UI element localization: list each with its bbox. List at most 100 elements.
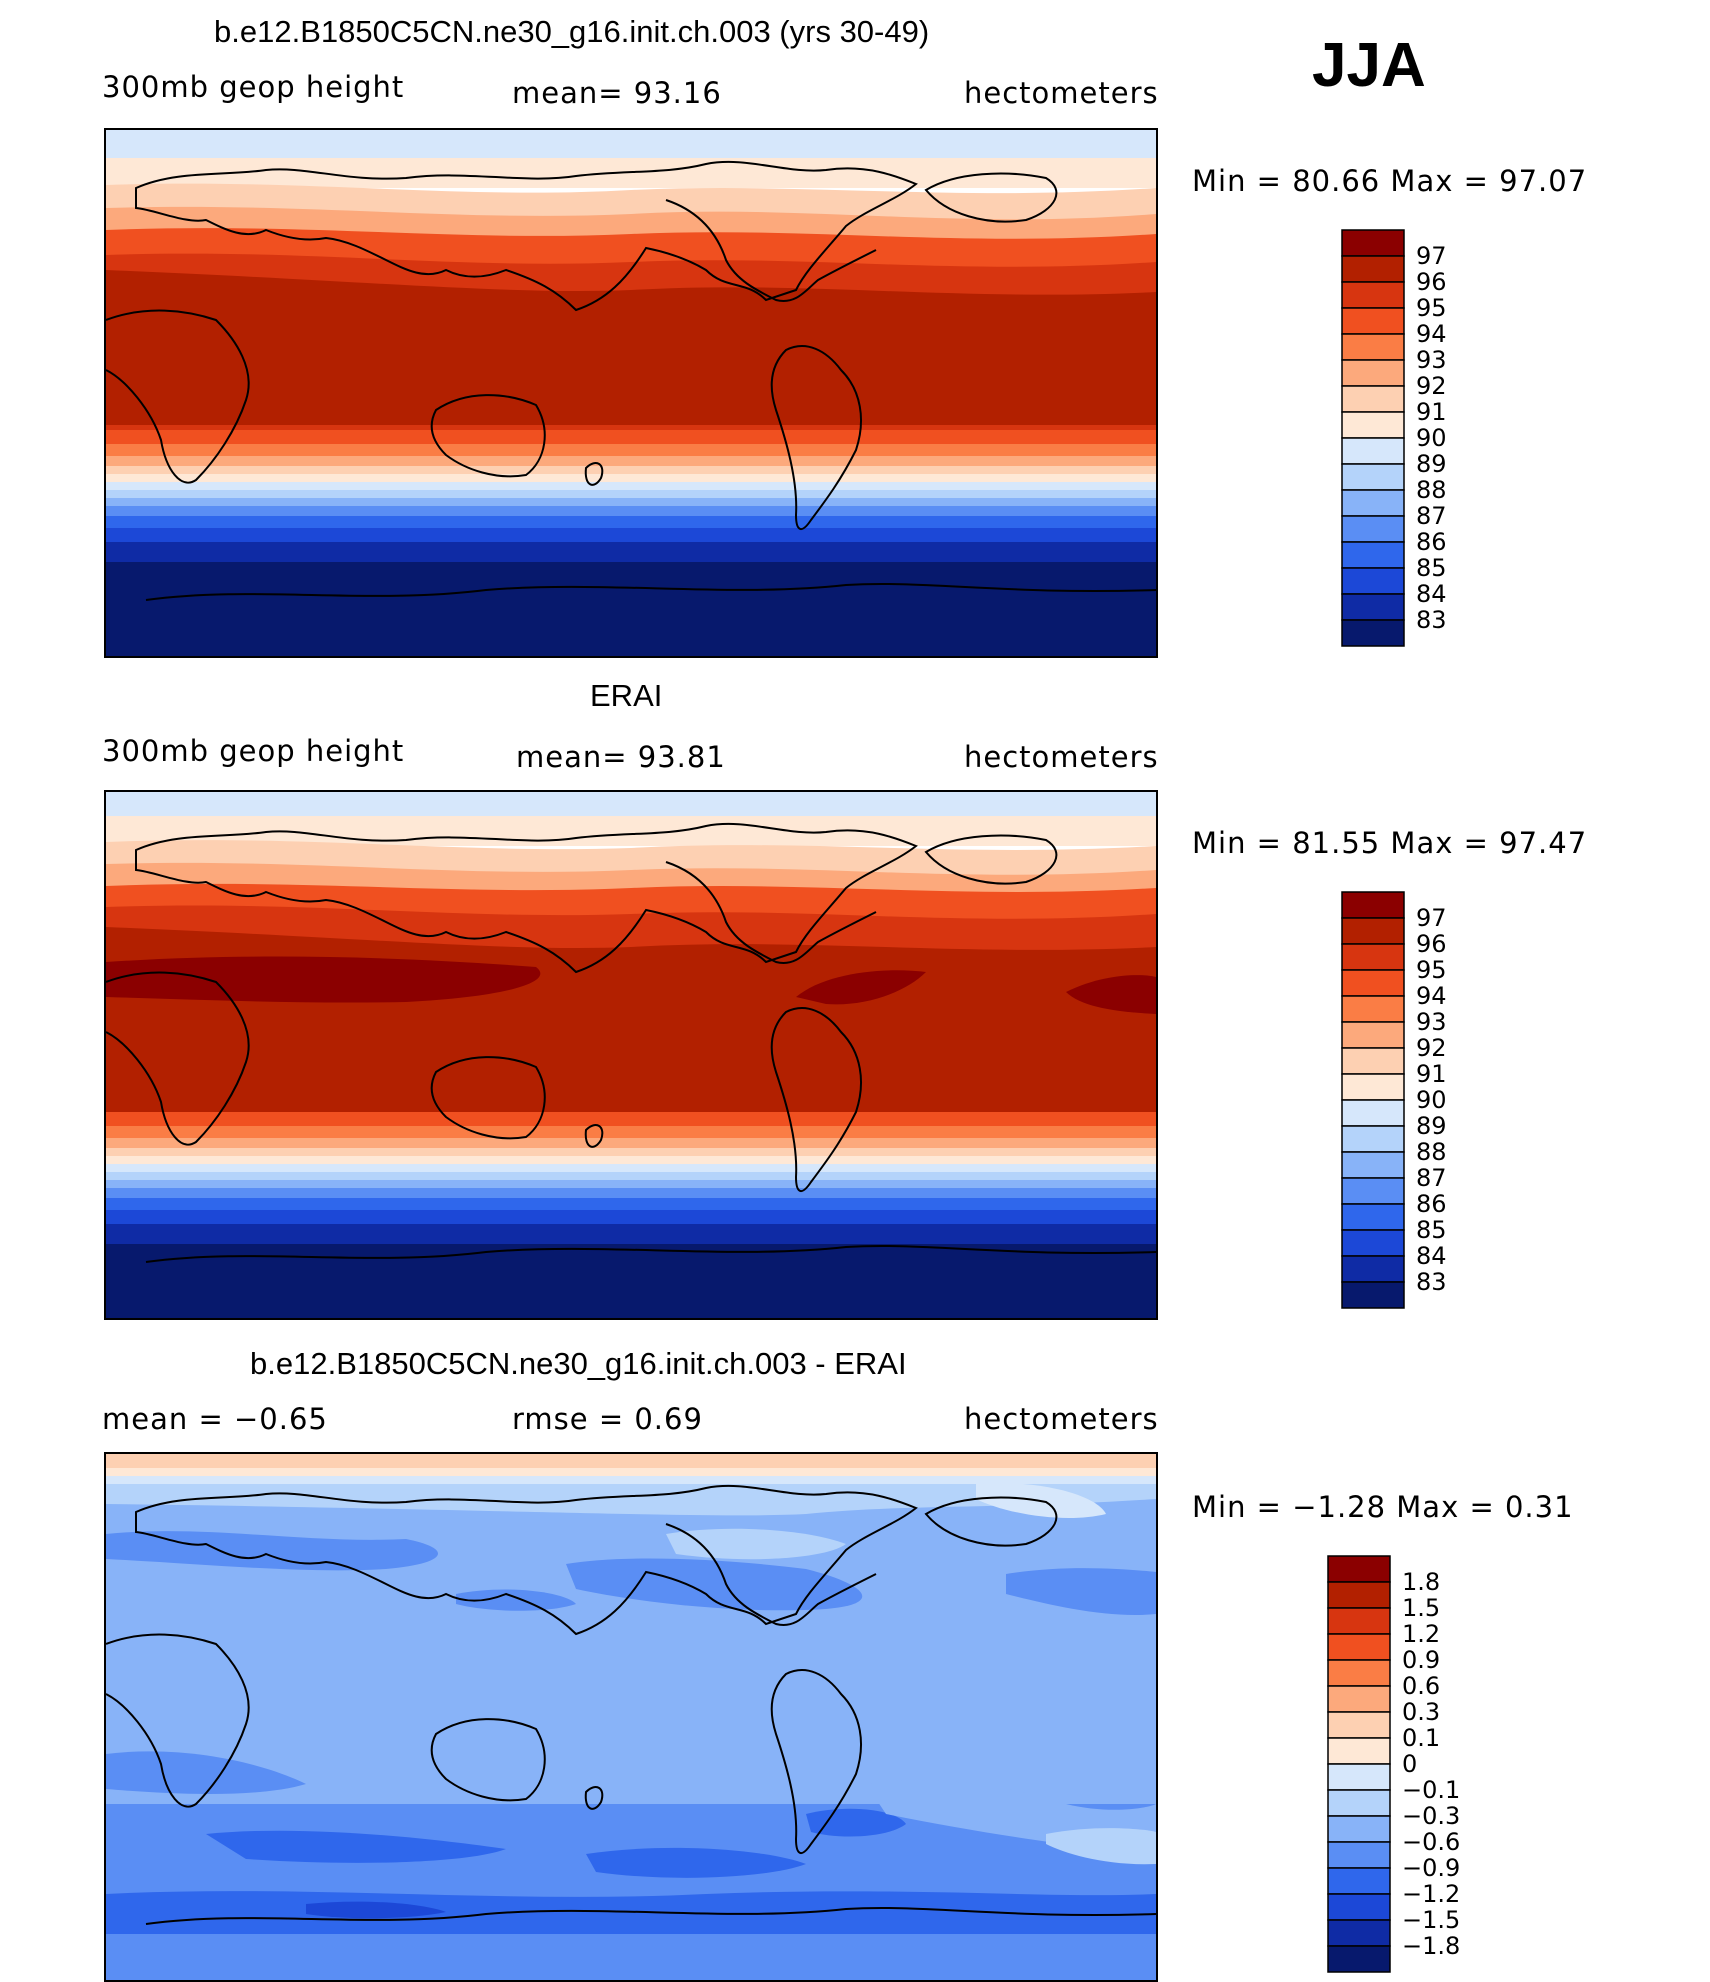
colorbar-tick-label: 86 (1416, 1190, 1447, 1218)
colorbar-swatch (1341, 1151, 1405, 1179)
colorbar-swatch (1341, 1177, 1405, 1205)
band (106, 1751, 306, 1794)
colorbar-swatch (1327, 1581, 1391, 1609)
colorbar-swatch (1341, 333, 1405, 361)
band (106, 1148, 1156, 1158)
colorbar-tick-label: 88 (1416, 476, 1447, 504)
colorbar-tick-label: 89 (1416, 450, 1447, 478)
colorbar-swatch (1341, 917, 1405, 945)
colorbar-swatch (1327, 1815, 1391, 1843)
colorbar-tick-label: 0 (1402, 1750, 1417, 1778)
band (106, 528, 1156, 544)
colorbar-tick-label: 92 (1416, 1034, 1447, 1062)
colorbar-swatch (1327, 1737, 1391, 1765)
season-label: JJA (1312, 31, 1426, 100)
colorbar-swatch (1327, 1867, 1391, 1895)
band (666, 1528, 846, 1560)
colorbar-tick-label: 96 (1416, 930, 1447, 958)
colorbar-tick-label: 87 (1416, 502, 1447, 530)
colorbar-tick-label: 0.1 (1402, 1724, 1440, 1752)
colorbar-swatch (1341, 1125, 1405, 1153)
band (1046, 1828, 1156, 1865)
colorbar-tick-label: −0.9 (1402, 1854, 1460, 1882)
panel3-title: b.e12.B1850C5CN.ne30_g16.init.ch.003 - E… (250, 1346, 907, 1381)
band (106, 456, 1156, 468)
band (106, 498, 1156, 508)
panel2-map (104, 790, 1158, 1320)
band (206, 1830, 506, 1863)
band (106, 1164, 1156, 1174)
panel3-rmse-label: rmse = 0.69 (512, 1402, 703, 1436)
panel3-map (104, 1452, 1158, 1982)
band (106, 562, 1156, 656)
band (106, 1188, 1156, 1200)
colorbar-tick-label: −0.1 (1402, 1776, 1460, 1804)
colorbar-tick-label: 90 (1416, 424, 1447, 452)
band (106, 1210, 1156, 1226)
colorbar-swatch (1341, 307, 1405, 335)
colorbar-swatch (1327, 1945, 1391, 1973)
coastlines (106, 1484, 1156, 1925)
colorbar-swatch (1341, 619, 1405, 647)
panel3-minmax: Min = −1.28 Max = 0.31 (1192, 1490, 1574, 1524)
band (106, 792, 1156, 818)
colorbar-swatch (1341, 1229, 1405, 1257)
band (106, 1198, 1156, 1212)
band (106, 1531, 439, 1571)
colorbar-tick-label: 83 (1416, 1268, 1447, 1296)
colorbar-swatch (1341, 489, 1405, 517)
colorbar-tick-label: 1.5 (1402, 1594, 1440, 1622)
band (306, 1901, 446, 1919)
panel2-title: ERAI (590, 678, 663, 713)
band (106, 1244, 1156, 1318)
colorbar-swatch (1327, 1841, 1391, 1869)
band (106, 1468, 1156, 1478)
band (106, 183, 1156, 220)
coastlines (106, 160, 1156, 601)
coastlines (106, 822, 1156, 1263)
colorbar-tick-label: 0.6 (1402, 1672, 1440, 1700)
colorbar-tick-label: 88 (1416, 1138, 1447, 1166)
colorbar-tick-label: 84 (1416, 1242, 1447, 1270)
panel3-mean-label: mean = −0.65 (102, 1402, 328, 1436)
panel3-units-label: hectometers (964, 1402, 1159, 1436)
colorbar-tick-label: 94 (1416, 320, 1447, 348)
band (106, 482, 1156, 492)
colorbar-tick-label: 97 (1416, 242, 1447, 270)
colorbar-swatch (1341, 1047, 1405, 1075)
colorbar-swatch (1341, 359, 1405, 387)
colorbar-swatch (1341, 1099, 1405, 1127)
colorbar-swatch (1341, 1073, 1405, 1101)
colorbar-swatch (1341, 1281, 1405, 1309)
band (106, 516, 1156, 530)
colorbar-swatch (1341, 567, 1405, 595)
panel2-minmax: Min = 81.55 Max = 97.47 (1192, 826, 1588, 860)
colorbar-tick-label: 86 (1416, 528, 1447, 556)
band (1066, 975, 1156, 1014)
colorbar-tick-label: 95 (1416, 294, 1447, 322)
band (106, 1476, 1156, 1486)
panel1-variable-label: 300mb geop height (102, 70, 405, 104)
band (106, 1180, 1156, 1190)
colorbar-swatch (1327, 1919, 1391, 1947)
colorbar-swatch (1341, 1203, 1405, 1231)
panel3-colorbar-svg: 1.81.51.20.90.60.30.10−0.1−0.3−0.6−0.9−1… (1327, 1555, 1460, 1973)
panel1-minmax: Min = 80.66 Max = 97.07 (1192, 164, 1588, 198)
colorbar-swatch (1341, 1021, 1405, 1049)
colorbar-swatch (1327, 1763, 1391, 1791)
colorbar-swatch (1341, 1255, 1405, 1283)
colorbar-tick-label: 89 (1416, 1112, 1447, 1140)
colorbar-swatch (1341, 411, 1405, 439)
band (106, 1112, 1156, 1128)
band (106, 506, 1156, 518)
band (566, 1558, 863, 1611)
band (456, 1589, 576, 1611)
band (106, 474, 1156, 484)
band (106, 1126, 1156, 1140)
panel1-mean-label: mean= 93.16 (512, 76, 722, 110)
band (106, 430, 1156, 446)
colorbar-swatch (1341, 593, 1405, 621)
panel2-units-label: hectometers (964, 740, 1159, 774)
